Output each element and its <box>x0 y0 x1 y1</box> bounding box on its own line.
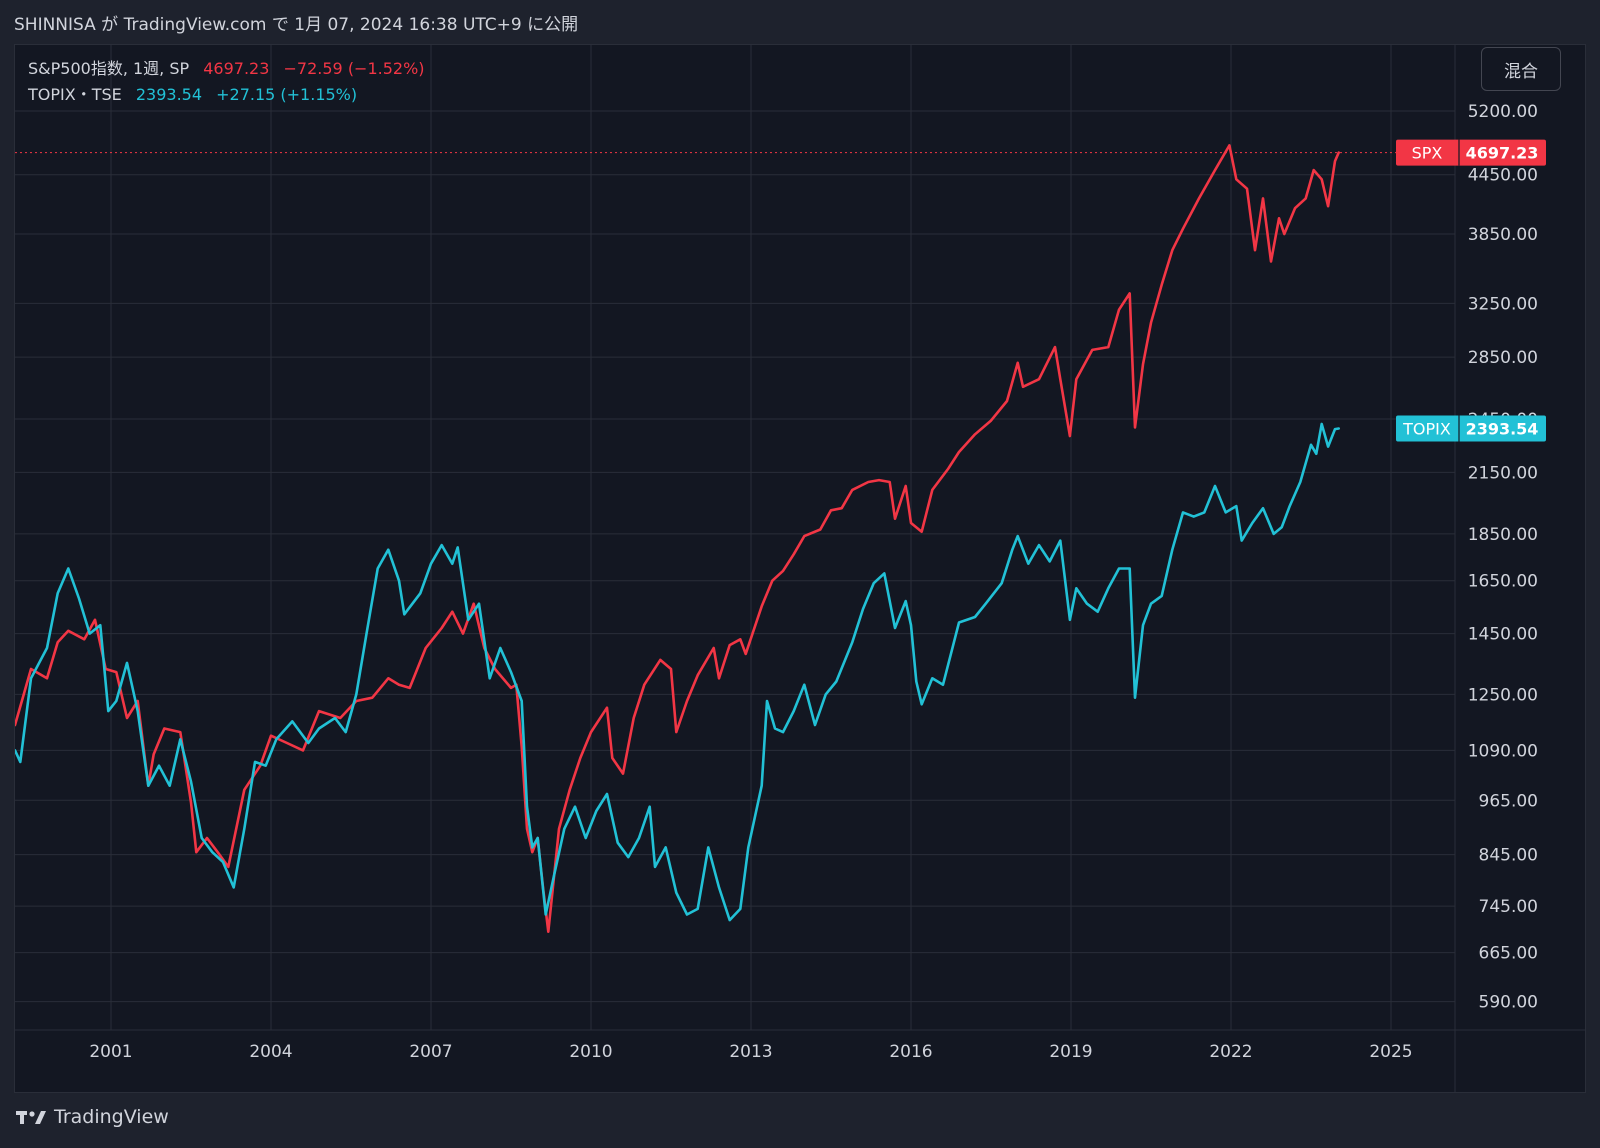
chart-svg[interactable]: 2001 2004 2007 2010 2013 2016 2019 2022 2025 5200… <box>15 45 1585 1092</box>
y-tick-label: 2850.00 <box>1468 348 1538 368</box>
y-tick-label: 745.00 <box>1479 897 1538 917</box>
topix-price-tag <box>1396 415 1546 442</box>
spx-price-tag-value: 4697.23 <box>1466 144 1539 163</box>
y-tick-label: 3250.00 <box>1468 294 1538 314</box>
x-tick-label: 2007 <box>409 1042 452 1062</box>
y-tick-label: 965.00 <box>1479 791 1538 811</box>
chart-area[interactable]: 2001 2004 2007 2010 2013 2016 2019 2022 2025 5200… <box>14 44 1586 1093</box>
legend-topix-name: TOPIX・TSE <box>28 85 122 104</box>
y-tick-label: 1250.00 <box>1468 685 1538 705</box>
publish-header: SHINNISA が TradingView.com で 1月 07, 2024… <box>14 15 579 35</box>
y-tick-label: 1850.00 <box>1468 525 1538 545</box>
x-tick-label: 2022 <box>1209 1042 1252 1062</box>
x-tick-label: 2010 <box>569 1042 612 1062</box>
x-tick-label: 2001 <box>89 1042 132 1062</box>
x-tick-label: 2025 <box>1369 1042 1412 1062</box>
y-tick-label: 665.00 <box>1479 944 1538 964</box>
y-tick-label: 1450.00 <box>1468 625 1538 645</box>
topix-price-tag-name: TOPIX <box>1402 420 1451 439</box>
y-tick-label: 5200.00 <box>1468 102 1538 122</box>
tradingview-logo-icon <box>16 1111 46 1124</box>
footer-brand-label: TradingView <box>54 1106 169 1128</box>
spx-price-tag <box>1396 139 1546 166</box>
topix-price-tag-value: 2393.54 <box>1466 420 1539 439</box>
legend-spx[interactable]: S&P500指数, 1週, SP 4697.23 −72.59 (−1.52%) <box>28 56 434 82</box>
y-tick-label: 590.00 <box>1479 993 1538 1013</box>
y-tick-label: 3850.00 <box>1468 225 1538 245</box>
legend-spx-price: 4697.23 <box>203 59 270 78</box>
y-tick-label: 4450.00 <box>1468 166 1538 186</box>
legend-spx-change: −72.59 (−1.52%) <box>283 59 425 78</box>
x-tick-label: 2016 <box>889 1042 932 1062</box>
legend-spx-name: S&P500指数, 1週, SP <box>28 59 190 78</box>
x-tick-label: 2004 <box>249 1042 292 1062</box>
legend-topix-change: +27.15 (+1.15%) <box>216 85 358 104</box>
topix-series-line <box>15 422 1340 922</box>
y-tick-label: 2150.00 <box>1468 463 1538 483</box>
legend-topix[interactable]: TOPIX・TSE 2393.54 +27.15 (+1.15%) <box>28 82 434 108</box>
x-tick-label: 2019 <box>1049 1042 1092 1062</box>
footer-brand[interactable]: TradingView <box>16 1106 169 1128</box>
spx-price-tag-name: SPX <box>1412 144 1443 163</box>
y-tick-label: 1650.00 <box>1468 572 1538 592</box>
scale-mode-button[interactable]: 混合 <box>1481 47 1561 91</box>
y-tick-label: 845.00 <box>1479 846 1538 866</box>
y-tick-label: 1090.00 <box>1468 741 1538 761</box>
legend-topix-price: 2393.54 <box>135 85 203 104</box>
spx-series-line <box>15 144 1340 933</box>
chart-legend: S&P500指数, 1週, SP 4697.23 −72.59 (−1.52%)… <box>28 56 434 108</box>
x-tick-label: 2013 <box>729 1042 772 1062</box>
